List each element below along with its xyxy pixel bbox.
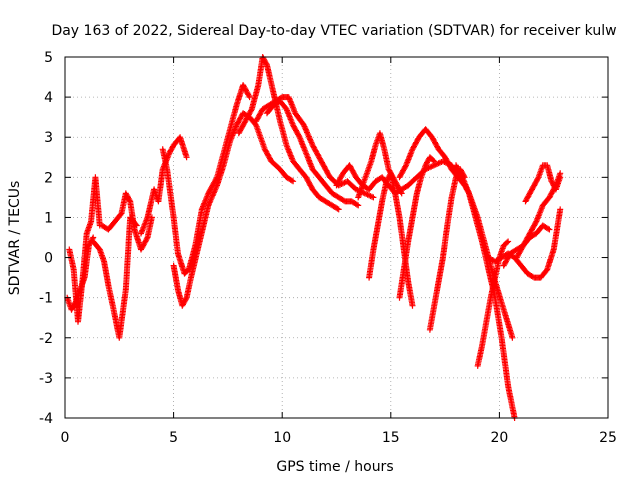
series-points [522, 162, 564, 205]
series-track-a [66, 174, 103, 325]
y-tick-label: 5 [44, 50, 53, 66]
series-points [396, 154, 438, 301]
series-track-f [159, 82, 253, 277]
series-track-h [235, 54, 342, 213]
series-points [453, 162, 518, 421]
series-points [235, 54, 342, 213]
series-track-s [474, 238, 512, 369]
y-tick-label: -4 [39, 411, 53, 427]
axes: 0 5 10 15 20 25 -4 -3 -2 -1 0 1 2 3 4 5 [39, 50, 617, 446]
x-axis-label: GPS time / hours [276, 459, 393, 475]
x-tick-label: 25 [599, 430, 617, 446]
x-tick-label: 20 [490, 430, 508, 446]
y-tick-label: 0 [44, 251, 53, 267]
series-track-o [396, 154, 438, 301]
y-tick-label: 4 [44, 90, 53, 106]
x-tick-label: 0 [61, 430, 70, 446]
series-track-w [500, 222, 553, 269]
y-tick-label: 2 [44, 170, 53, 186]
series-track-v [522, 162, 564, 205]
y-tick-label: -2 [39, 331, 53, 347]
data-marks [64, 54, 564, 421]
series-points [159, 82, 253, 277]
x-tick-label: 15 [382, 430, 400, 446]
y-tick-label: 3 [44, 130, 53, 146]
series-points [500, 222, 553, 269]
series-points [66, 174, 103, 325]
x-tick-label: 10 [273, 430, 291, 446]
x-tick-label: 5 [169, 430, 178, 446]
series-track-r [453, 162, 518, 421]
series-points [474, 238, 512, 369]
series-points [170, 110, 297, 309]
y-tick-label: -3 [39, 371, 53, 387]
plot-frame [64, 56, 609, 419]
series-track-q [426, 166, 468, 333]
series-track-d [98, 190, 155, 253]
series-points [98, 190, 155, 253]
y-axis-label: SDTVAR / TECUs [7, 181, 23, 296]
y-tick-label: -1 [39, 291, 53, 307]
series-points [426, 166, 468, 333]
y-tick-label: 1 [44, 210, 53, 226]
series-points [90, 214, 140, 341]
chart-title: Day 163 of 2022, Sidereal Day-to-day VTE… [51, 23, 616, 39]
series-track-g [170, 110, 297, 309]
series-track-c [90, 214, 140, 341]
